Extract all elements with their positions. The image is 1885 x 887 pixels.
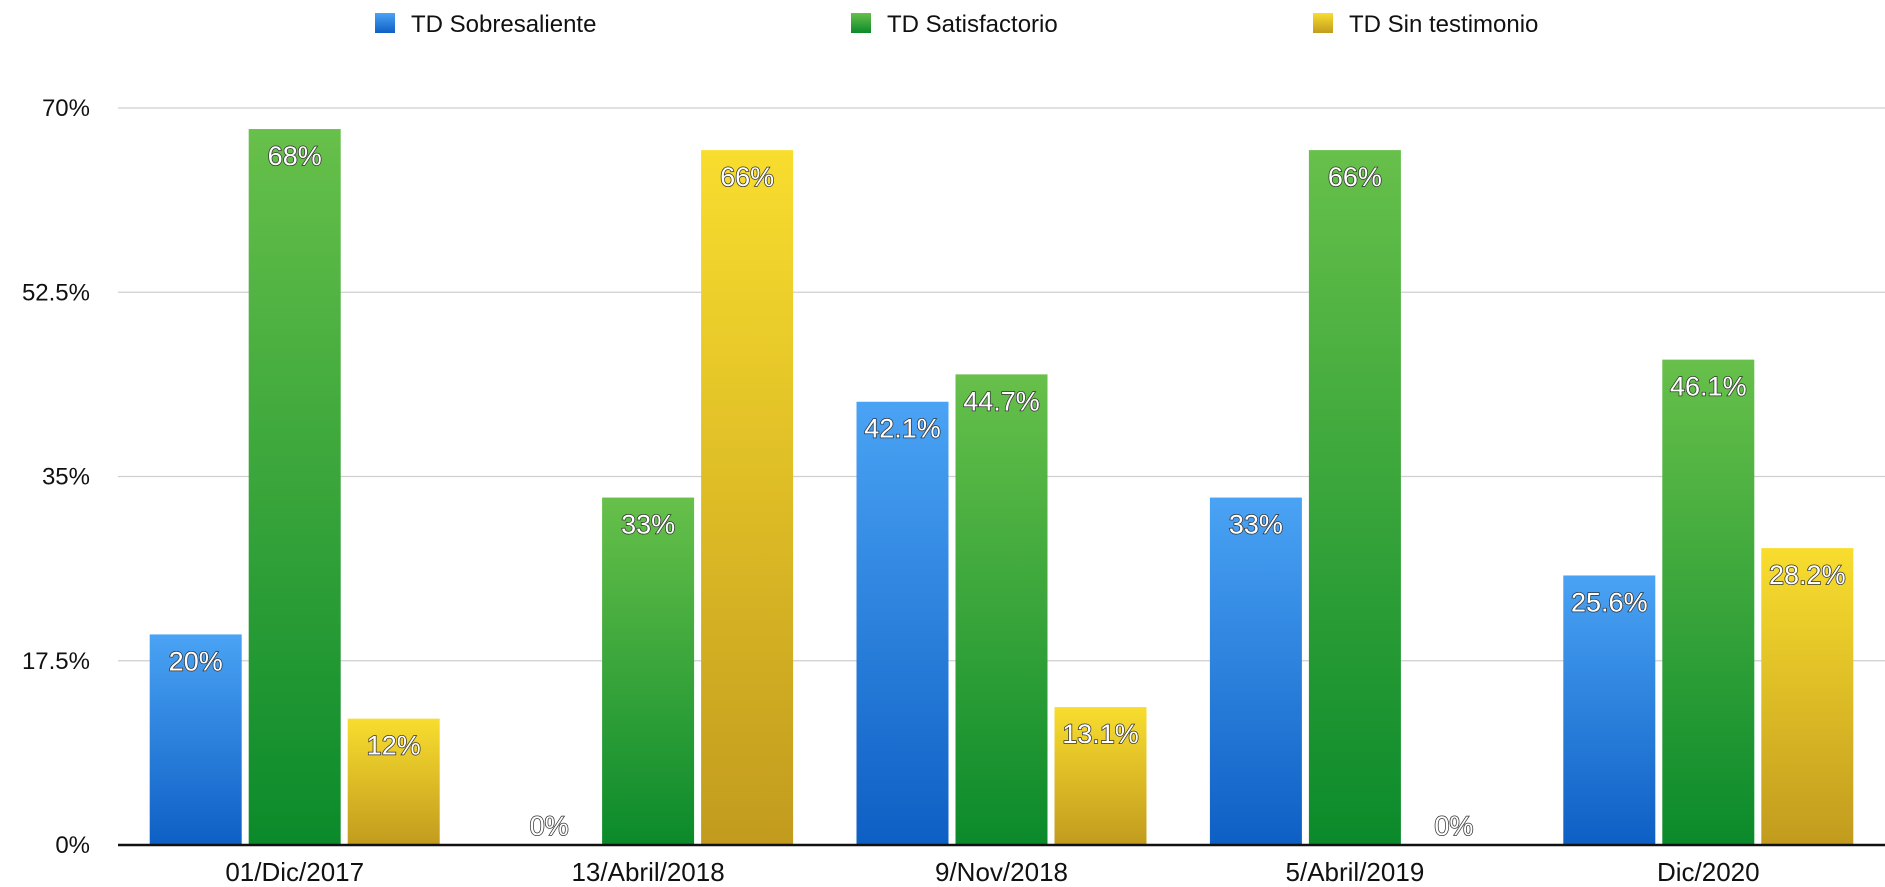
data-label: 42.1%: [864, 414, 941, 444]
bar: [701, 150, 794, 846]
x-axis-categories: 01/Dic/2017 13/Abril/2018 9/Nov/2018 5/Abri…: [225, 857, 1759, 887]
x-tick-label: 13/Abril/2018: [571, 857, 724, 887]
bars: [149, 129, 1854, 846]
bar: [955, 374, 1048, 845]
x-tick-label: 9/Nov/2018: [935, 857, 1068, 887]
data-labels: 20% 68% 12% 0% 33% 66% 42.1% 44.7% 13.1% 33% 66% 0%…: [168, 140, 1846, 841]
y-tick-label: 0%: [55, 832, 90, 859]
bar: [1308, 150, 1401, 846]
data-label: 44.7%: [963, 386, 1040, 416]
bar: [248, 129, 341, 846]
bar: [1209, 497, 1302, 845]
data-label: 13.1%: [1062, 719, 1139, 749]
legend-swatch: [1313, 13, 1333, 33]
bar: [347, 718, 440, 845]
legend-label: TD Sin testimonio: [1349, 11, 1538, 38]
legend: TD Sobresaliente TD Satisfactorio TD Sin t…: [375, 11, 1538, 38]
data-label: 28.2%: [1769, 560, 1846, 590]
data-label: 66%: [720, 162, 774, 192]
data-label: 12%: [367, 731, 421, 761]
data-label: 25.6%: [1571, 587, 1648, 617]
legend-swatch: [375, 13, 395, 33]
y-tick-label: 35%: [42, 464, 90, 491]
x-tick-label: 01/Dic/2017: [225, 857, 364, 887]
data-label: 46.1%: [1670, 372, 1747, 402]
legend-swatch: [851, 13, 871, 33]
legend-label: TD Sobresaliente: [411, 11, 596, 38]
y-axis-ticks: 0% 17.5% 35% 52.5% 70%: [22, 95, 90, 859]
bar: [149, 634, 242, 845]
data-label: 33%: [621, 510, 675, 540]
bar: [1054, 707, 1147, 845]
y-tick-label: 70%: [42, 95, 90, 122]
legend-label: TD Satisfactorio: [887, 11, 1058, 38]
x-tick-label: Dic/2020: [1657, 857, 1760, 887]
y-tick-label: 52.5%: [22, 279, 90, 306]
bar: [1563, 575, 1656, 845]
data-label: 66%: [1328, 162, 1382, 192]
data-label: 0%: [1434, 811, 1473, 841]
data-label: 20%: [169, 646, 223, 676]
bar: [856, 401, 949, 845]
bar: [602, 497, 695, 845]
bar: [1662, 359, 1755, 845]
x-tick-label: 5/Abril/2019: [1286, 857, 1425, 887]
data-label: 0%: [530, 811, 569, 841]
bar: [1761, 548, 1854, 845]
data-label: 68%: [268, 141, 322, 171]
data-label: 33%: [1229, 510, 1283, 540]
y-tick-label: 17.5%: [22, 648, 90, 675]
